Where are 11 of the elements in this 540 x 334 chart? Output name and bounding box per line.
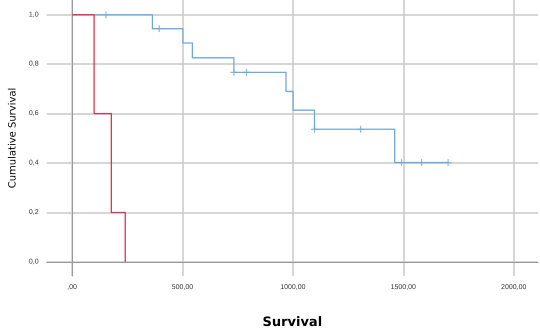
- point: [397, 158, 406, 167]
- point: [356, 125, 365, 134]
- point: [102, 10, 110, 19]
- point: [418, 158, 426, 167]
- point: [242, 68, 251, 76]
- point: [155, 24, 164, 33]
- point: [230, 68, 238, 76]
- y-axis-title: Cumulative Survival: [8, 88, 18, 188]
- point: [444, 158, 452, 167]
- point: [310, 125, 319, 134]
- x-axis-title: Survival: [262, 315, 322, 330]
